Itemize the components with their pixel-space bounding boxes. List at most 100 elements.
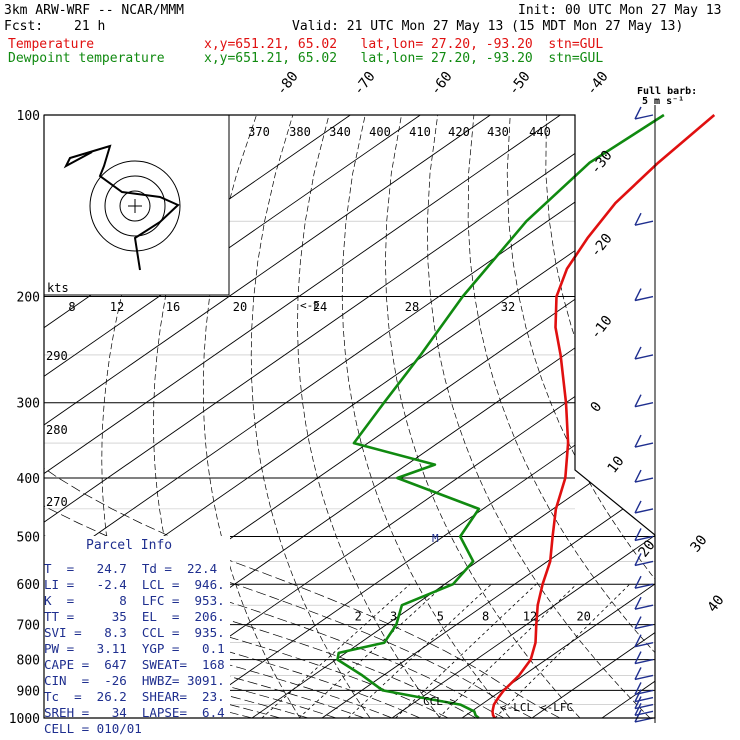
wind-barb-staff bbox=[634, 477, 654, 483]
isotherm-line bbox=[251, 115, 655, 718]
wind-barb-staff bbox=[634, 703, 654, 710]
wind-barb bbox=[634, 634, 654, 648]
wind-barb-staff bbox=[634, 710, 654, 717]
mixing-ratio-line bbox=[298, 583, 446, 718]
theta-label: 440 bbox=[529, 125, 551, 139]
isotherm-label: -60 bbox=[428, 69, 456, 99]
dry-adiabat-line bbox=[654, 115, 655, 718]
direction-marker-label: <-E bbox=[300, 299, 320, 312]
wind-barb bbox=[634, 682, 654, 696]
parcel-row: CELL = 010/01 bbox=[44, 721, 142, 736]
mixing-ratio-label: 2 bbox=[355, 610, 362, 624]
isotherm-label: -30 bbox=[588, 148, 616, 178]
pressure-tick-label: 900 bbox=[17, 684, 40, 699]
temperature-location: x,y=651.21, 65.02 lat,lon= 27.20, -93.20… bbox=[204, 37, 604, 52]
wind-barb-flag bbox=[634, 553, 642, 566]
isotherm-line bbox=[44, 115, 421, 718]
pressure-tick-label: 1000 bbox=[9, 712, 40, 727]
dry-adiabat-line bbox=[427, 115, 651, 718]
hodograph-ring bbox=[104, 175, 166, 237]
hodograph-trace bbox=[63, 144, 180, 271]
pressure-tick-label: 400 bbox=[17, 472, 40, 487]
wind-barb bbox=[634, 651, 654, 665]
mixing-ratio-label: 20 bbox=[576, 610, 590, 624]
hodograph-speed-label: 12 bbox=[110, 300, 124, 314]
parcel-row: PW = 3.11 YGP = 0.1 bbox=[44, 641, 225, 656]
pressure-tick-label: 600 bbox=[17, 578, 40, 593]
wind-barb-staff bbox=[634, 354, 654, 360]
wind-barb-flag bbox=[634, 616, 642, 629]
isotherm-label: 0 bbox=[588, 399, 606, 415]
isotherm-label: 30 bbox=[688, 532, 711, 555]
dry-adiabat-line bbox=[728, 115, 740, 718]
wind-barb bbox=[634, 696, 654, 710]
wind-barb-staff bbox=[634, 560, 654, 567]
wind-barb-staff bbox=[634, 442, 654, 448]
sounding-profiles bbox=[336, 113, 716, 720]
parcel-info-panel: Parcel Info T = 24.7 Td = 22.4 LI = -2.4… bbox=[44, 536, 230, 736]
wind-barb-flag bbox=[634, 469, 642, 483]
pressure-tick-label: 200 bbox=[17, 291, 40, 306]
dry-adiabat-line bbox=[385, 115, 581, 718]
temperature-profile-line bbox=[491, 114, 716, 719]
hodograph-speed-label: 8 bbox=[68, 300, 75, 314]
dewpoint-legend-label: Dewpoint temperature bbox=[8, 51, 165, 66]
parcel-row: CAPE = 647 SWEAT= 168 bbox=[44, 657, 225, 672]
hodograph-units-label: kts bbox=[47, 281, 69, 295]
adiabat-theta-label: 270 bbox=[46, 495, 68, 509]
dry-adiabat-line bbox=[582, 115, 655, 718]
wind-barb-flag bbox=[634, 500, 642, 514]
temperature-legend-label: Temperature bbox=[8, 37, 95, 52]
wind-barb bbox=[634, 703, 654, 717]
wind-barb-flag bbox=[634, 651, 642, 664]
wind-barb bbox=[634, 469, 654, 483]
theta-label: 430 bbox=[487, 125, 509, 139]
isotherm-line bbox=[321, 115, 655, 718]
isotherm-label: 40 bbox=[705, 592, 728, 615]
wind-barb-flag bbox=[634, 528, 642, 541]
dry-adiabat-line bbox=[341, 115, 511, 718]
mixing-ratio-line bbox=[438, 583, 577, 718]
isotherm-label: 10 bbox=[605, 453, 628, 476]
wind-barb-staff bbox=[634, 295, 654, 302]
adiabat-theta-label: 280 bbox=[46, 423, 68, 437]
dry-adiabat-line bbox=[250, 115, 371, 718]
hodograph-ring bbox=[119, 190, 151, 222]
hodograph-panel: kts bbox=[43, 114, 230, 296]
wind-barb-staff bbox=[634, 641, 654, 648]
isotherm-line bbox=[461, 115, 655, 718]
pressure-tick-label: 700 bbox=[17, 619, 40, 634]
wind-barb-flag bbox=[634, 709, 642, 723]
wind-barb bbox=[634, 575, 654, 589]
wind-barb-staff bbox=[634, 402, 654, 408]
forecast-hour: 21 h bbox=[74, 19, 106, 34]
wind-barb bbox=[634, 667, 654, 681]
hodograph-speed-label: 24 bbox=[313, 300, 327, 314]
theta-label: 400 bbox=[369, 125, 391, 139]
pressure-tick-label: 800 bbox=[17, 654, 40, 669]
wind-barb bbox=[634, 596, 654, 610]
wind-barb-flag bbox=[634, 682, 642, 695]
wind-barb bbox=[634, 500, 654, 514]
parcel-info-title: Parcel Info bbox=[86, 538, 173, 553]
wind-barb-flag bbox=[634, 667, 642, 680]
wind-barb-staff bbox=[634, 689, 654, 696]
level-marker-label: CCL-> bbox=[423, 695, 456, 708]
dry-adiabat-line bbox=[467, 115, 655, 718]
isotherm-line bbox=[44, 115, 655, 718]
hodograph-frame bbox=[43, 114, 230, 296]
forecast-label: Fcst: bbox=[4, 19, 44, 34]
hodograph-ring bbox=[89, 160, 181, 252]
adiabat-theta-label: 290 bbox=[46, 349, 68, 363]
level-marker-label: <-LCL bbox=[500, 701, 533, 714]
dewpoint-location: x,y=651.21, 65.02 lat,lon= 27.20, -93.20… bbox=[204, 51, 604, 66]
isotherm-label: -80 bbox=[274, 69, 302, 99]
level-marker-label: M bbox=[432, 532, 439, 545]
theta-label: 370 bbox=[248, 125, 270, 139]
mixing-ratio-line bbox=[347, 583, 492, 718]
wind-barb-flag bbox=[634, 346, 642, 360]
valid-time: Valid: 21 UTC Mon 27 May 13 (15 MDT Mon … bbox=[292, 19, 684, 34]
parcel-row: SVI = 8.3 CCL = 935. bbox=[44, 625, 225, 640]
isotherm-label: -10 bbox=[588, 313, 616, 343]
